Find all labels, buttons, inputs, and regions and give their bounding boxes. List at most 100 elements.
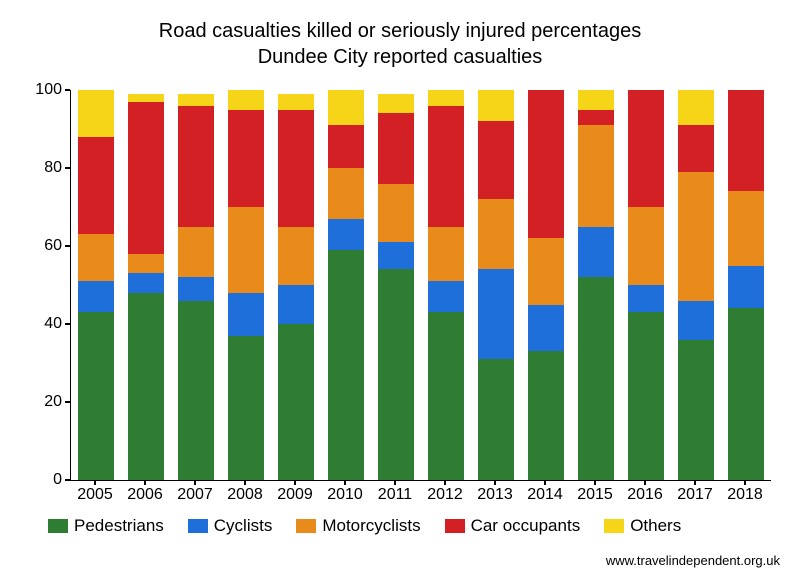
bar-segment-car-occupants — [78, 137, 114, 235]
y-tick-mark — [65, 479, 70, 481]
legend-label: Others — [630, 516, 681, 536]
x-tick-mark — [494, 480, 496, 485]
bar-stack — [728, 90, 764, 480]
chart-title-line1: Road casualties killed or seriously inju… — [159, 20, 641, 42]
bar-segment-car-occupants — [678, 125, 714, 172]
legend-swatch — [445, 519, 465, 533]
legend: Pedestrians Cyclists Motorcyclists Car occu… — [48, 516, 758, 536]
bar-stack — [478, 90, 514, 480]
y-tick-mark — [65, 167, 70, 169]
bar-group — [678, 90, 714, 480]
x-tick-mark — [194, 480, 196, 485]
bar-segment-motorcyclists — [128, 254, 164, 274]
x-tick-mark — [594, 480, 596, 485]
bar-segment-pedestrians — [528, 351, 564, 480]
bar-stack — [328, 90, 364, 480]
bar-segment-pedestrians — [478, 359, 514, 480]
bar-segment-car-occupants — [128, 102, 164, 254]
y-tick-label: 60 — [12, 237, 62, 255]
bar-segment-car-occupants — [378, 113, 414, 183]
y-tick-mark — [65, 245, 70, 247]
bar-segment-cyclists — [278, 285, 314, 324]
bar-segment-others — [78, 90, 114, 137]
x-tick-label: 2010 — [320, 486, 370, 504]
bar-group — [128, 94, 164, 480]
bar-segment-cyclists — [328, 219, 364, 250]
chart-title: Road casualties killed or seriously inju… — [0, 0, 800, 70]
bar-stack — [228, 90, 264, 480]
bar-segment-others — [678, 90, 714, 125]
y-tick-label: 80 — [12, 159, 62, 177]
bar-stack — [378, 94, 414, 480]
bar-segment-others — [178, 94, 214, 106]
legend-item-car-occupants: Car occupants — [445, 516, 581, 536]
x-tick-mark — [544, 480, 546, 485]
bar-segment-others — [328, 90, 364, 125]
bar-segment-motorcyclists — [678, 172, 714, 301]
y-tick-label: 20 — [12, 393, 62, 411]
x-tick-label: 2016 — [620, 486, 670, 504]
y-tick-label: 40 — [12, 315, 62, 333]
source-url: www.travelindependent.org.uk — [606, 553, 780, 568]
bar-segment-car-occupants — [178, 106, 214, 227]
bar-segment-car-occupants — [328, 125, 364, 168]
bar-segment-others — [428, 90, 464, 106]
bar-segment-cyclists — [378, 242, 414, 269]
bar-segment-pedestrians — [178, 301, 214, 480]
bar-segment-others — [128, 94, 164, 102]
bar-segment-motorcyclists — [228, 207, 264, 293]
x-tick-label: 2018 — [720, 486, 770, 504]
x-tick-mark — [344, 480, 346, 485]
x-tick-label: 2009 — [270, 486, 320, 504]
bar-segment-motorcyclists — [628, 207, 664, 285]
bar-group — [78, 90, 114, 480]
bar-stack — [78, 90, 114, 480]
bar-segment-car-occupants — [628, 90, 664, 207]
bar-segment-pedestrians — [578, 277, 614, 480]
bar-segment-pedestrians — [678, 340, 714, 480]
bar-segment-others — [578, 90, 614, 110]
bar-group — [278, 94, 314, 480]
x-tick-mark — [244, 480, 246, 485]
legend-label: Pedestrians — [74, 516, 164, 536]
bar-segment-car-occupants — [578, 110, 614, 126]
legend-label: Motorcyclists — [322, 516, 420, 536]
legend-item-cyclists: Cyclists — [188, 516, 273, 536]
bar-segment-motorcyclists — [278, 227, 314, 286]
bar-stack — [178, 94, 214, 480]
bar-segment-pedestrians — [128, 293, 164, 480]
x-tick-mark — [694, 480, 696, 485]
plot-area — [70, 90, 771, 481]
legend-label: Cyclists — [214, 516, 273, 536]
x-tick-label: 2006 — [120, 486, 170, 504]
bar-segment-cyclists — [478, 269, 514, 359]
bar-segment-motorcyclists — [428, 227, 464, 282]
x-tick-label: 2013 — [470, 486, 520, 504]
bar-group — [328, 90, 364, 480]
bar-group — [228, 90, 264, 480]
bar-segment-cyclists — [578, 227, 614, 278]
bar-segment-cyclists — [678, 301, 714, 340]
bar-segment-cyclists — [178, 277, 214, 300]
legend-swatch — [188, 519, 208, 533]
bar-segment-pedestrians — [328, 250, 364, 480]
bar-group — [478, 90, 514, 480]
x-tick-label: 2017 — [670, 486, 720, 504]
bar-segment-pedestrians — [278, 324, 314, 480]
y-tick-label: 0 — [12, 471, 62, 489]
legend-item-motorcyclists: Motorcyclists — [296, 516, 420, 536]
x-tick-label: 2015 — [570, 486, 620, 504]
bar-stack — [578, 90, 614, 480]
legend-item-others: Others — [604, 516, 681, 536]
bar-group — [378, 94, 414, 480]
bar-segment-motorcyclists — [528, 238, 564, 304]
x-tick-mark — [644, 480, 646, 485]
bar-segment-pedestrians — [78, 312, 114, 480]
bar-stack — [428, 90, 464, 480]
y-tick-mark — [65, 89, 70, 91]
x-tick-mark — [144, 480, 146, 485]
bar-segment-cyclists — [528, 305, 564, 352]
bar-group — [628, 90, 664, 480]
y-tick-label: 100 — [12, 81, 62, 99]
bar-segment-cyclists — [728, 266, 764, 309]
